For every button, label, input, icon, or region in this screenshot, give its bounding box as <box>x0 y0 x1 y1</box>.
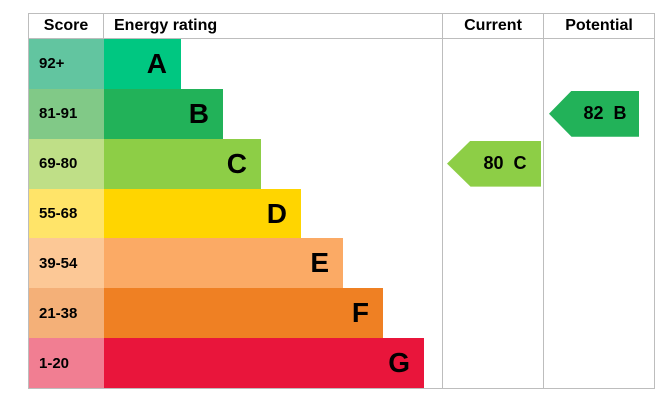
band-row-f: 21-38 F <box>29 288 442 339</box>
band-bar-a: A <box>104 39 181 89</box>
band-row-a: 92+ A <box>29 39 442 89</box>
band-bar-b: B <box>104 88 223 139</box>
current-rating-arrow: 80 C <box>447 140 541 187</box>
band-row-b: 81-91 B <box>29 88 442 139</box>
band-bar-d: D <box>104 188 301 239</box>
score-range-e: 39-54 <box>29 238 104 289</box>
potential-column-header: Potential <box>543 14 654 38</box>
current-rating-letter: C <box>513 153 527 174</box>
current-column: 80 C <box>442 39 543 388</box>
score-range-a: 92+ <box>29 39 104 89</box>
score-range-d: 55-68 <box>29 188 104 239</box>
band-bar-c: C <box>104 138 261 189</box>
band-bar-g: G <box>104 338 424 389</box>
bands-column: 92+ A 81-91 B 69-80 C 55-68 D 39-54 E <box>29 39 442 389</box>
band-row-e: 39-54 E <box>29 238 442 289</box>
potential-rating-arrow: 82 B <box>549 90 639 137</box>
band-row-c: 69-80 C <box>29 138 442 189</box>
epc-table: Score Energy rating Current Potential 92… <box>28 13 655 389</box>
score-range-b: 81-91 <box>29 88 104 139</box>
score-range-c: 69-80 <box>29 138 104 189</box>
energy-rating-column-header: Energy rating <box>114 17 218 34</box>
band-row-d: 55-68 D <box>29 188 442 239</box>
current-column-header: Current <box>442 14 543 38</box>
potential-rating-letter: B <box>613 103 627 124</box>
score-column-header: Score <box>29 14 104 38</box>
band-bar-e: E <box>104 238 343 289</box>
band-bar-f: F <box>104 288 383 339</box>
score-range-g: 1-20 <box>29 338 104 389</box>
band-row-g: 1-20 G <box>29 338 442 389</box>
potential-column: 82 B <box>543 39 654 388</box>
current-rating-value: 80 <box>483 153 504 174</box>
potential-rating-value: 82 <box>583 103 604 124</box>
table-header: Score Energy rating Current Potential <box>29 14 654 39</box>
score-range-f: 21-38 <box>29 288 104 339</box>
table-body: 92+ A 81-91 B 69-80 C 55-68 D 39-54 E <box>29 39 654 389</box>
